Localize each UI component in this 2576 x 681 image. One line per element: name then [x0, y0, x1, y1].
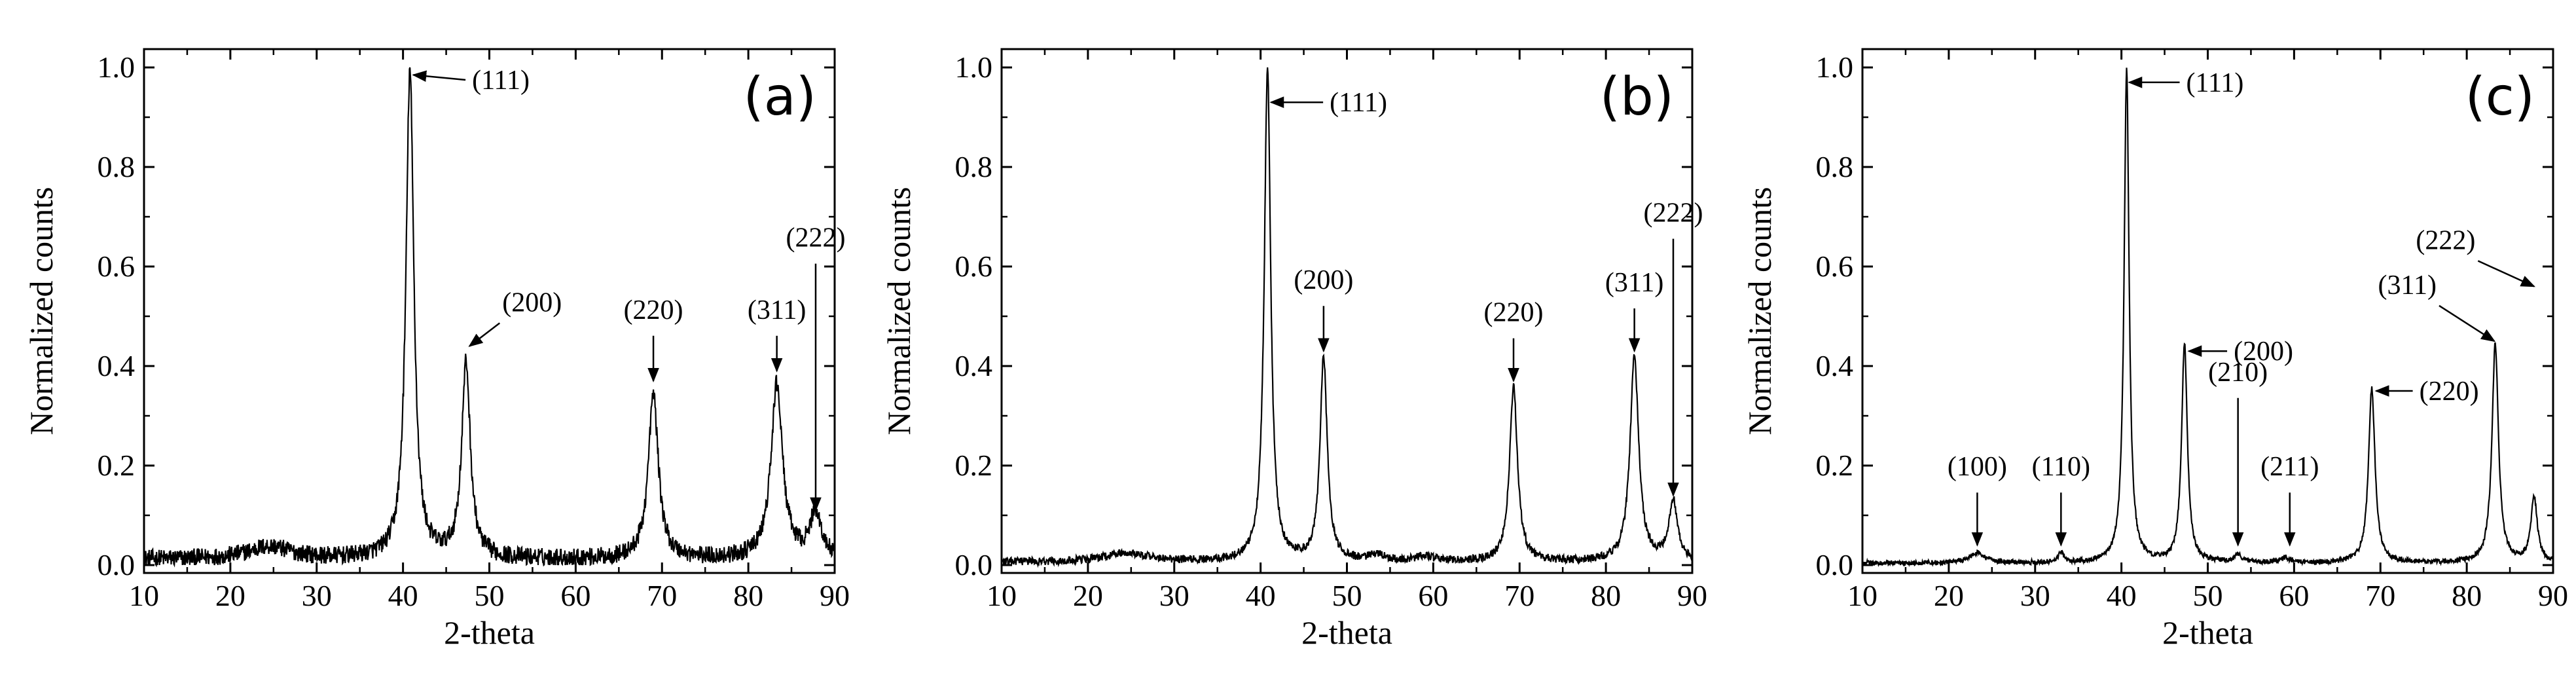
y-axis-label: Normalized counts [1741, 187, 1778, 435]
x-tick-label: 90 [2538, 579, 2568, 612]
x-tick-label: 10 [987, 579, 1017, 612]
x-tick-label: 90 [1677, 579, 1707, 612]
panel-label: (c) [2465, 66, 2535, 127]
y-tick-label: 0.0 [1816, 548, 1854, 581]
peak-label: (111) [1330, 88, 1387, 118]
peak-label: (200) [502, 287, 562, 318]
y-tick-label: 0.8 [955, 150, 993, 183]
x-tick-label: 40 [1246, 579, 1276, 612]
x-tick-label: 10 [129, 579, 159, 612]
x-tick-label: 10 [1847, 579, 1878, 612]
y-tick-label: 0.0 [955, 548, 993, 581]
x-tick-label: 50 [2193, 579, 2223, 612]
x-tick-label: 20 [215, 579, 245, 612]
y-tick-label: 1.0 [1816, 50, 1854, 84]
y-tick-label: 0.0 [98, 548, 136, 581]
peak-label: (100) [1948, 452, 2007, 482]
y-tick-label: 1.0 [98, 50, 136, 84]
peak-label: (311) [748, 295, 806, 325]
y-tick-label: 0.8 [98, 150, 136, 183]
series-line [1861, 67, 2554, 568]
x-tick-label: 30 [302, 579, 332, 612]
peak-label: (220) [2420, 377, 2479, 407]
x-tick-label: 60 [1418, 579, 1448, 612]
y-axis-label: Normalized counts [880, 187, 917, 435]
peak-label: (211) [2260, 452, 2319, 482]
x-tick-label: 30 [2020, 579, 2050, 612]
x-tick-label: 50 [1332, 579, 1362, 612]
peak-label: (111) [2186, 68, 2244, 98]
plot-frame [1861, 48, 2554, 574]
y-tick-label: 0.6 [1816, 249, 1854, 283]
peak-label: (200) [2234, 337, 2293, 367]
y-axis-label: Normalized counts [23, 187, 60, 435]
chart-panel-2: 10 20 30 40 50 60 70 80 90 0.0 0.2 0.4 0.6 0.8 1.0 2-th… [880, 48, 1707, 651]
x-tick-label: 40 [2107, 579, 2137, 612]
chart-panel-1: 10 20 30 40 50 60 70 80 90 0.0 0.2 0.4 0.6 0.8 1.0 2-th… [23, 48, 850, 651]
peak-label: (110) [2032, 452, 2090, 482]
y-tick-label: 0.2 [955, 449, 993, 482]
x-tick-label: 70 [2365, 579, 2395, 612]
x-tick-label: 50 [475, 579, 505, 612]
x-tick-label: 60 [560, 579, 590, 612]
y-tick-label: 0.8 [1816, 150, 1854, 183]
y-tick-label: 0.4 [955, 349, 993, 382]
x-axis-label: 2-theta [444, 614, 535, 651]
y-tick-label: 0.2 [1816, 449, 1854, 482]
peak-label: (311) [2378, 270, 2437, 301]
plot-frame [1000, 48, 1694, 574]
peak-label: (200) [1294, 265, 1353, 295]
x-tick-label: 80 [1591, 579, 1621, 612]
peak-label: (220) [1484, 298, 1544, 328]
x-tick-label: 70 [647, 579, 677, 612]
peak-label: (222) [1643, 198, 1703, 229]
y-tick-label: 0.4 [1816, 349, 1854, 382]
peak-label: (220) [624, 295, 683, 325]
series-line [143, 67, 836, 568]
y-tick-label: 1.0 [955, 50, 993, 84]
x-tick-label: 20 [1073, 579, 1103, 612]
peak-label: (210) [2208, 358, 2268, 388]
annotation-arrow [412, 70, 466, 83]
chart-panel-3: 10 20 30 40 50 60 70 80 90 0.0 0.2 0.4 0.6 0.8 1.0 2-th… [1741, 48, 2568, 651]
x-axis-label: 2-theta [1301, 614, 1392, 651]
plot-frame [143, 48, 836, 574]
x-axis-label: 2-theta [2162, 614, 2253, 651]
peak-label: (222) [2416, 225, 2475, 255]
peak-label: (222) [786, 223, 845, 253]
x-tick-label: 60 [2279, 579, 2309, 612]
annotation-arrow [468, 322, 501, 347]
annotation-arrow [2439, 304, 2496, 342]
annotation-arrow [2477, 260, 2535, 287]
x-tick-label: 70 [1504, 579, 1534, 612]
y-tick-label: 0.2 [98, 449, 136, 482]
x-tick-label: 80 [733, 579, 763, 612]
peak-label: (111) [472, 65, 530, 96]
x-tick-label: 40 [388, 579, 418, 612]
y-tick-label: 0.4 [98, 349, 136, 382]
x-tick-label: 20 [1934, 579, 1964, 612]
x-tick-label: 30 [1159, 579, 1189, 612]
y-tick-label: 0.6 [98, 249, 136, 283]
series-line [1000, 67, 1694, 568]
peak-label: (311) [1605, 268, 1663, 298]
panel-label: (b) [1600, 66, 1674, 127]
y-tick-label: 0.6 [955, 249, 993, 283]
x-tick-label: 80 [2452, 579, 2482, 612]
x-tick-label: 90 [820, 579, 850, 612]
panel-label: (a) [744, 66, 816, 127]
